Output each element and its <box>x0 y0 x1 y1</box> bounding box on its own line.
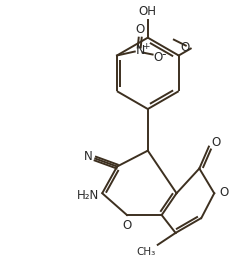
Text: N: N <box>135 44 145 57</box>
Text: O: O <box>210 136 220 149</box>
Text: O: O <box>218 186 228 199</box>
Text: O: O <box>122 219 131 232</box>
Text: H₂N: H₂N <box>77 189 99 202</box>
Text: O: O <box>135 23 144 36</box>
Text: CH₃: CH₃ <box>136 247 155 257</box>
Text: O: O <box>153 51 162 64</box>
Text: O: O <box>180 41 189 54</box>
Text: OH: OH <box>138 5 156 18</box>
Text: +: + <box>142 42 149 51</box>
Text: N: N <box>83 150 92 163</box>
Text: -: - <box>161 48 165 61</box>
